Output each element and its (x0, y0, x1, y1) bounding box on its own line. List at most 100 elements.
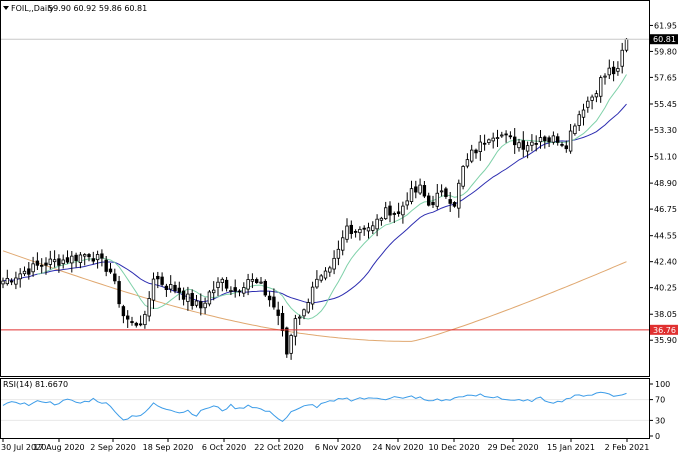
candle-body (233, 287, 237, 292)
candle-body (586, 100, 590, 108)
candle (465, 153, 470, 169)
rsi-path (2, 391, 627, 423)
candle-body (478, 141, 482, 152)
ma20-line (2, 103, 627, 304)
level-price-box (650, 324, 678, 335)
candle (246, 273, 250, 296)
candle-body (530, 141, 534, 146)
time-tick-label: 22 Oct 2020 (254, 443, 303, 452)
candle (328, 265, 332, 277)
candle (78, 252, 83, 269)
candle (164, 283, 169, 297)
horizontal-level-line[interactable]: 36.76 (1, 324, 678, 335)
candle (216, 277, 220, 297)
candle-body (521, 140, 525, 150)
candle (267, 291, 272, 307)
candle-body (199, 301, 203, 309)
candle-body (517, 142, 521, 149)
candle (426, 192, 431, 207)
candle (611, 61, 616, 82)
candle-body (543, 136, 547, 142)
candle (543, 135, 547, 149)
candle-body (121, 306, 126, 317)
candle-body (426, 195, 431, 206)
price-axis: 61.95 59.80 57.65 55.45 53.30 51.10 48.90 46.75… (649, 21, 677, 345)
candle (517, 138, 521, 152)
candle-body (224, 279, 229, 289)
candle-body (104, 259, 108, 272)
candle-body (229, 290, 233, 292)
candle-body (130, 321, 134, 324)
candle-body (401, 205, 405, 216)
candle (61, 254, 65, 269)
last-price-line: 60.81 (1, 34, 678, 45)
candle-body (297, 316, 302, 319)
candle-body (44, 262, 48, 266)
candle-body (328, 267, 332, 273)
candle (315, 270, 319, 289)
last-price-box (650, 34, 678, 45)
candle (547, 135, 551, 148)
price-tick-label: 38.05 (654, 310, 677, 319)
candle-body (5, 278, 9, 285)
candle-body (18, 273, 22, 280)
candle (9, 278, 14, 286)
candle-body (469, 149, 474, 162)
candle (586, 96, 590, 113)
candle (358, 226, 362, 241)
candle (306, 298, 310, 314)
candle (220, 277, 224, 292)
candle (18, 268, 22, 288)
candle (156, 271, 160, 289)
candle (233, 279, 237, 298)
candle (379, 216, 384, 226)
candle (104, 255, 108, 277)
candle (345, 218, 349, 243)
candle (375, 214, 379, 237)
candle (366, 222, 371, 239)
candle (211, 281, 216, 301)
dropdown-triangle-icon[interactable] (3, 6, 9, 10)
candle-body (392, 213, 396, 215)
candle-body (289, 335, 293, 354)
candle-body (87, 254, 91, 258)
candle-body (22, 270, 27, 275)
candle (487, 138, 491, 145)
candle-body (31, 263, 35, 273)
candle (599, 75, 603, 103)
candle-body (177, 287, 181, 293)
candle-body (237, 290, 242, 293)
candle-body (138, 323, 143, 326)
candle (560, 141, 564, 148)
candle-body (293, 318, 298, 337)
candle-body (444, 188, 448, 197)
candle-body (134, 322, 138, 326)
candle-body (607, 67, 611, 76)
candle-body (65, 257, 70, 263)
candle-body (108, 268, 113, 273)
candle (362, 225, 366, 236)
candle-body (538, 137, 543, 143)
last-price-label: 60.81 (653, 35, 676, 44)
candle (250, 273, 255, 289)
candle (439, 184, 444, 197)
candle-body (573, 125, 577, 135)
candle (444, 186, 448, 199)
ma100-line (2, 250, 627, 342)
symbol-label: FOIL,,Daily (11, 4, 54, 13)
candle-body (525, 145, 530, 152)
candle-body (366, 227, 371, 232)
candle (461, 165, 465, 190)
candle-body (272, 296, 276, 308)
time-tick-label: 30 Jul 2020 (1, 443, 46, 452)
candle-body (315, 278, 319, 288)
candle-body (452, 202, 457, 207)
candle-body (78, 254, 83, 263)
candle-body (117, 281, 121, 305)
candle-body (388, 205, 392, 216)
candle (168, 275, 173, 293)
candle (538, 130, 543, 149)
candle (616, 61, 620, 76)
